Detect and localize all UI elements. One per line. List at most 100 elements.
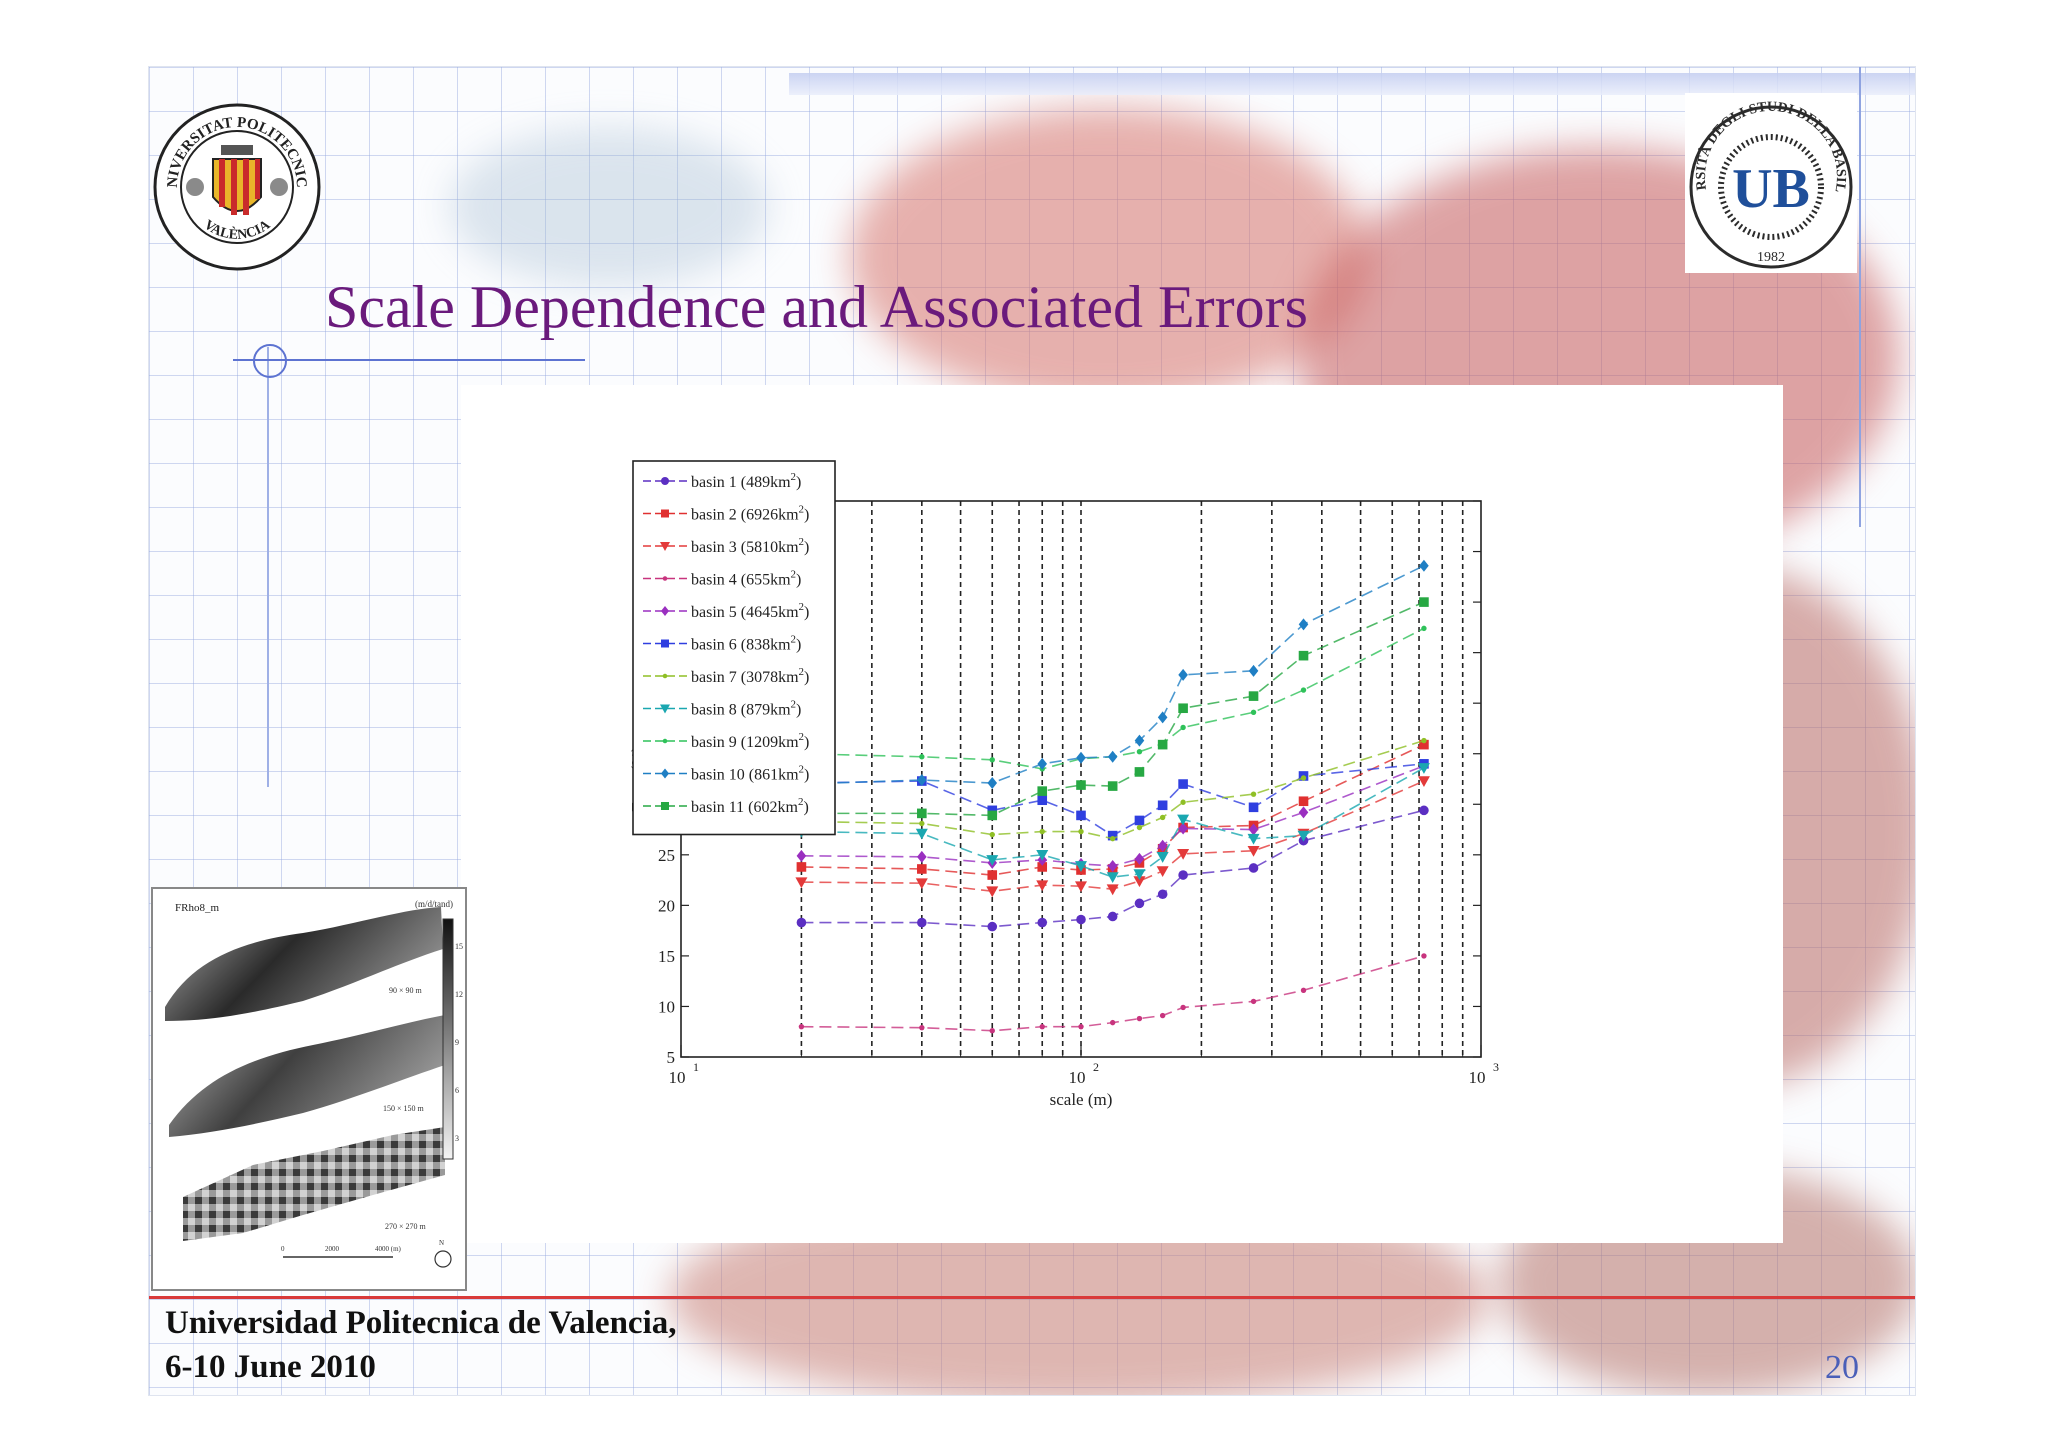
data-point: [1075, 881, 1087, 893]
dem-90m: [165, 907, 443, 1021]
data-point: [1248, 802, 1259, 813]
data-point: [987, 805, 998, 816]
data-point: [1300, 987, 1307, 993]
data-point: [1039, 1023, 1045, 1030]
data-point: [1178, 870, 1188, 880]
data-point: [1037, 917, 1048, 928]
data-point: [1107, 781, 1118, 791]
data-point: [1109, 1019, 1116, 1026]
data-point: [917, 850, 927, 863]
series-basin-11: [796, 597, 1429, 821]
legend-entry: basin 10 (861km2): [691, 764, 809, 784]
data-point: [917, 864, 927, 874]
data-point: [986, 855, 999, 866]
series-basin-4: [798, 953, 1427, 1034]
legend-entry: basin 9 (1209km2): [691, 731, 809, 751]
data-point: [1250, 998, 1257, 1005]
unibas-year: 1982: [1757, 250, 1785, 265]
data-point: [662, 738, 668, 744]
x-axis-label: scale (m): [1050, 1090, 1113, 1109]
slide-title: Scale Dependence and Associated Errors: [325, 274, 1308, 340]
series-line: [801, 564, 1425, 785]
data-point: [796, 862, 807, 872]
data-point: [1134, 734, 1145, 747]
series-line: [801, 765, 1425, 867]
data-point: [1300, 687, 1307, 693]
data-point: [1136, 749, 1143, 755]
x-tick-exponent: 3: [1493, 1060, 1499, 1074]
data-point: [1107, 830, 1118, 841]
data-point: [661, 606, 669, 616]
series-line: [801, 809, 1425, 928]
data-point: [1248, 691, 1259, 701]
inset-label: 270 × 270 m: [385, 1222, 427, 1231]
data-point: [1037, 795, 1048, 806]
data-point: [1298, 806, 1309, 819]
top-accent-bar: [789, 73, 1915, 95]
data-point: [1250, 791, 1257, 797]
data-point: [661, 509, 669, 518]
data-point: [1180, 724, 1186, 731]
inset-label: 90 × 90 m: [389, 986, 423, 995]
data-point: [919, 754, 925, 760]
footer-institution: Universidad Politecnica de Valencia,: [165, 1305, 677, 1341]
data-point: [1419, 805, 1429, 816]
north-arrow-icon: [434, 1250, 452, 1268]
chart-panel: 51015202530354045505560101102103scale (m…: [461, 385, 1783, 1243]
data-point: [1076, 751, 1086, 764]
data-point: [795, 877, 808, 889]
data-point: [1298, 796, 1309, 807]
data-point: [662, 576, 668, 581]
crosshair-ornament: [253, 344, 287, 378]
data-point: [986, 886, 999, 898]
series-basin-8: [795, 763, 1430, 884]
data-point: [1180, 1004, 1186, 1011]
data-point: [1417, 763, 1430, 774]
inset-label: 150 × 150 m: [383, 1104, 425, 1113]
data-point: [1159, 1012, 1166, 1019]
x-tick-label: 10: [669, 1068, 686, 1087]
inset-colorbar: [442, 918, 454, 1160]
y-tick-label: 5: [667, 1048, 676, 1067]
data-point: [1248, 823, 1259, 836]
footer-rule: [149, 1296, 1915, 1299]
data-point: [987, 777, 998, 790]
data-point: [1037, 862, 1048, 872]
x-tick-exponent: 1: [693, 1060, 699, 1074]
colorbar-tick: 15: [455, 942, 463, 951]
legend-entry: basin 8 (879km2): [691, 699, 801, 719]
data-point: [1419, 739, 1429, 750]
data-point: [661, 477, 669, 485]
legend-entry: basin 1 (489km2): [691, 471, 801, 491]
accent-line-right: [1859, 67, 1861, 527]
data-point: [989, 831, 995, 838]
data-point: [1078, 828, 1084, 835]
series-line: [801, 739, 1425, 840]
data-point: [1157, 839, 1168, 852]
data-point: [1036, 850, 1049, 861]
data-point: [798, 1023, 805, 1030]
data-point: [1177, 814, 1190, 826]
data-point: [1157, 711, 1168, 724]
y-tick-label: 15: [658, 947, 675, 966]
data-point: [796, 849, 807, 862]
background-terrain: [449, 127, 769, 287]
x-tick-label: 10: [1469, 1068, 1486, 1087]
legend-entry: basin 6 (838km2): [691, 634, 801, 654]
unibas-monogram: UB: [1732, 158, 1810, 220]
data-point: [987, 810, 998, 821]
data-point: [1109, 835, 1116, 842]
inset-unit: (m/d/tand): [415, 899, 453, 909]
data-point: [1248, 863, 1259, 873]
data-point: [915, 878, 928, 890]
data-point: [1036, 880, 1049, 892]
series-line: [801, 763, 1425, 837]
data-point: [1250, 709, 1257, 715]
data-point: [1133, 876, 1146, 888]
data-point: [1133, 869, 1146, 881]
data-point: [917, 808, 927, 819]
data-point: [1248, 664, 1259, 677]
series-line: [801, 743, 1425, 876]
data-point: [1156, 866, 1169, 877]
data-point: [1106, 884, 1119, 896]
